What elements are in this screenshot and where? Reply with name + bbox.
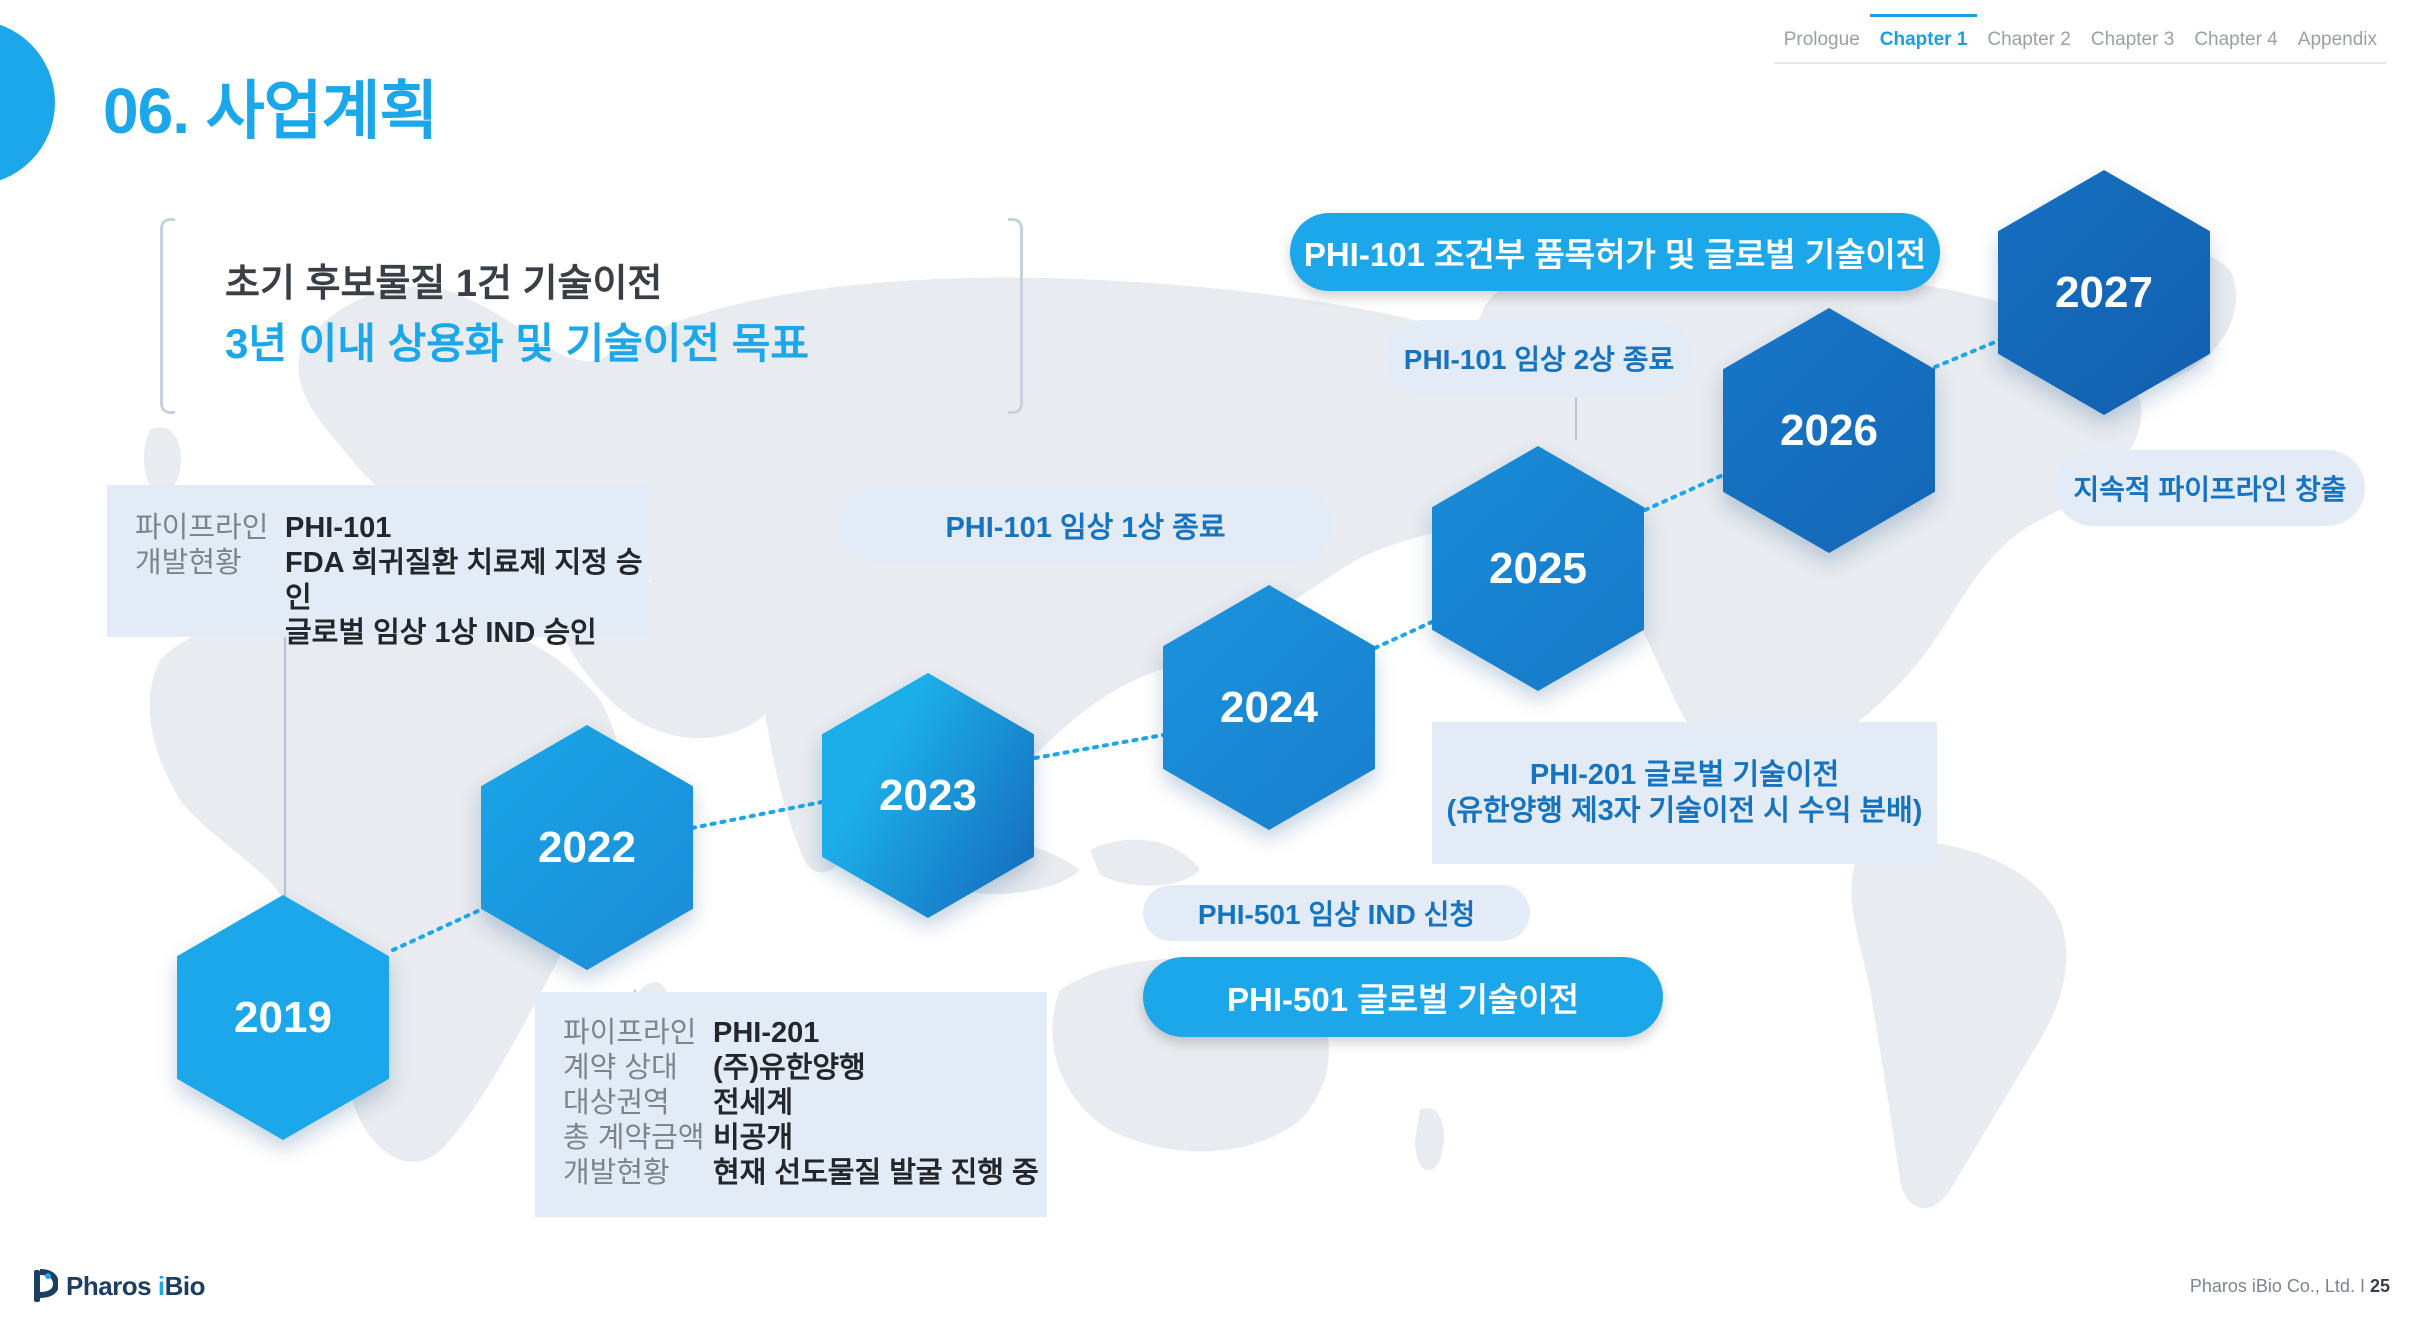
info-label: [135, 616, 285, 651]
page-title: 06. 사업계획: [103, 75, 438, 147]
info-row: 계약 상대 (주)유한양행: [563, 1051, 1047, 1086]
milestone-pipeline: 지속적 파이프라인 창출: [2055, 450, 2365, 526]
summary-line-1: 초기 후보물질 1건 기술이전: [225, 263, 663, 305]
nav-appendix[interactable]: Appendix: [2297, 29, 2377, 50]
connector-2025-2026: [1643, 473, 1725, 512]
info-row: 총 계약금액 비공개: [563, 1121, 1047, 1156]
connector-2022-2023: [690, 800, 824, 830]
footer-credit: Pharos iBio Co., Ltd. I 25: [2190, 1276, 2390, 1297]
hex-2026-wrap: 2026: [1723, 308, 1935, 553]
nav-chapter-4[interactable]: Chapter 4: [2194, 29, 2278, 50]
milestone-phi201-transfer-line1: PHI-201 글로벌 기술이전: [1529, 759, 1840, 791]
quote-bracket-right: [1008, 218, 1023, 414]
info-label: 개발현황: [563, 1157, 670, 1189]
hex-2023-wrap: 2023: [822, 673, 1034, 918]
pharos-logo-icon: [34, 1269, 58, 1302]
info-label: 총 계약금액: [563, 1122, 705, 1154]
info-label: 개발현황: [135, 547, 242, 579]
info-value: (주)유한양행: [713, 1052, 866, 1084]
info-label: 대상권역: [563, 1087, 670, 1119]
connector-2024-2025: [1373, 620, 1434, 650]
milestone-phi101-phase1: PHI-101 임상 1상 종료: [838, 487, 1333, 563]
summary-line-2: 3년 이내 상용화 및 기술이전 목표: [225, 320, 810, 367]
connector-2026-2027: [1933, 338, 2002, 369]
info-value: 비공개: [713, 1122, 794, 1154]
nav-chapter-2[interactable]: Chapter 2: [1987, 29, 2071, 50]
footer-company: Pharos iBio Co., Ltd.: [2189, 1276, 2355, 1296]
chapter-nav: Prologue Chapter 1 Chapter 2 Chapter 3 C…: [1773, 14, 2387, 64]
info-label: 계약 상대: [563, 1052, 678, 1084]
info-value: PHI-201: [713, 1017, 820, 1049]
info-value: 글로벌 임상 1상 IND 승인: [285, 617, 597, 649]
year-2026[interactable]: 2026: [1723, 308, 1935, 553]
info-box-phi201: 파이프라인 PHI-201 계약 상대 (주)유한양행 대상권역 전세계 총 계…: [535, 992, 1047, 1217]
info-value: 전세계: [713, 1087, 794, 1119]
info-value: 현재 선도물질 발굴 진행 중: [713, 1157, 1039, 1189]
info-label: 파이프라인: [563, 1017, 697, 1049]
info-row: 파이프라인 PHI-201: [563, 1016, 1047, 1051]
hex-2025-wrap: 2025: [1432, 446, 1644, 691]
company-logo: Pharos iBio: [32, 1268, 206, 1304]
milestone-phi101-phase2: PHI-101 임상 2상 종료: [1385, 320, 1693, 396]
nav-prologue[interactable]: Prologue: [1783, 29, 1860, 50]
nav-chapter-1[interactable]: Chapter 1: [1869, 14, 1978, 62]
connector-2019-2022: [391, 908, 482, 952]
info-row: 개발현황 FDA 희귀질환 치료제 지정 승인: [135, 546, 649, 616]
info-box-phi101: 파이프라인 PHI-101 개발현황 FDA 희귀질환 치료제 지정 승인 글로…: [107, 485, 649, 649]
logo-wordmark: Pharos iBio: [66, 1270, 206, 1301]
hex-2024-wrap: 2024: [1163, 585, 1375, 830]
hex-2022-wrap: 2022: [481, 725, 693, 970]
milestone-phi501-transfer: PHI-501 글로벌 기술이전: [1143, 957, 1663, 1037]
year-2019[interactable]: 2019: [177, 895, 389, 1140]
milestone-phi201-transfer-line2: (유한양행 제3자 기술이전 시 수익 분배): [1446, 795, 1923, 827]
milestone-phi501-ind: PHI-501 임상 IND 신청: [1143, 885, 1530, 941]
hex-2019-wrap: 2019: [177, 895, 389, 1140]
info-row: 대상권역 전세계: [563, 1086, 1047, 1121]
footer-separator: I: [2354, 1276, 2370, 1296]
info-value: FDA 희귀질환 치료제 지정 승인: [285, 547, 643, 614]
milestone-phi201-transfer: PHI-201 글로벌 기술이전 (유한양행 제3자 기술이전 시 수익 분배): [1432, 722, 1937, 864]
hex-2027-wrap: 2027: [1998, 170, 2210, 415]
page-number: 25: [2369, 1276, 2390, 1296]
milestone-phi101-approval: PHI-101 조건부 품목허가 및 글로벌 기술이전: [1290, 213, 1940, 291]
nav-chapter-3[interactable]: Chapter 3: [2090, 29, 2175, 50]
year-2024[interactable]: 2024: [1163, 585, 1375, 830]
connector-2023-2024: [1033, 733, 1165, 760]
info-value: PHI-101: [285, 512, 392, 544]
year-2022[interactable]: 2022: [481, 725, 693, 970]
info-row: 개발현황 현재 선도물질 발굴 진행 중: [563, 1156, 1047, 1191]
year-2023[interactable]: 2023: [822, 673, 1034, 918]
quote-bracket-left: [160, 218, 175, 414]
year-2025[interactable]: 2025: [1432, 446, 1644, 691]
info-label: 파이프라인: [135, 512, 269, 544]
info-row: 파이프라인 PHI-101: [135, 511, 649, 546]
info-row: 글로벌 임상 1상 IND 승인: [135, 616, 649, 651]
year-2027[interactable]: 2027: [1998, 170, 2210, 415]
